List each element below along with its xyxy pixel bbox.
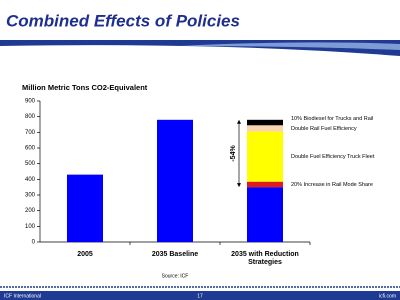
- stack-segment: [247, 119, 283, 126]
- arrow-head-top: [237, 119, 241, 124]
- x-tick-label: 2005: [77, 251, 93, 258]
- bar: [157, 119, 193, 242]
- y-tick-label: 300: [25, 193, 36, 199]
- stack-segment: [247, 125, 283, 132]
- reduction-annotation: -54%: [230, 145, 237, 162]
- x-tick-label: 2035 Baseline: [152, 251, 198, 258]
- y-axis-label: Million Metric Tons CO2-Equivalent: [22, 83, 148, 92]
- bar: [247, 187, 283, 242]
- source: Source: ICF: [162, 273, 189, 279]
- y-tick-label: 900: [25, 99, 36, 105]
- segment-label: Double Rail Fuel Efficiency: [291, 126, 357, 132]
- y-tick-label: 700: [25, 130, 36, 136]
- page-number: 17: [197, 293, 203, 299]
- y-tick-label: 400: [25, 177, 36, 183]
- segment-label: 10% Biodiesel for Trucks and Rail: [291, 116, 373, 122]
- slide-title: Combined Effects of Policies: [6, 11, 240, 30]
- footer-left: ICF International: [4, 293, 41, 299]
- segment-label: Double Fuel Efficiency Truck Fleet: [291, 154, 375, 160]
- bar: [67, 174, 103, 242]
- y-tick-label: 800: [25, 114, 36, 120]
- title-swoosh-light: [180, 42, 400, 50]
- x-tick-label: 2035 with Reduction Strategies: [231, 251, 299, 266]
- footer-right: icfi.com: [379, 293, 396, 299]
- y-tick-label: 0: [32, 240, 36, 246]
- y-tick-label: 200: [25, 208, 36, 214]
- stack-segment: [247, 131, 283, 182]
- footer-band: [0, 291, 400, 300]
- y-tick-label: 500: [25, 161, 36, 167]
- segment-label: 20% Increase in Rail Mode Share: [291, 182, 373, 188]
- stack-segment: [247, 181, 283, 188]
- y-tick-label: 100: [25, 224, 36, 230]
- arrow-head-bottom: [237, 183, 241, 188]
- y-tick-label: 600: [25, 146, 36, 152]
